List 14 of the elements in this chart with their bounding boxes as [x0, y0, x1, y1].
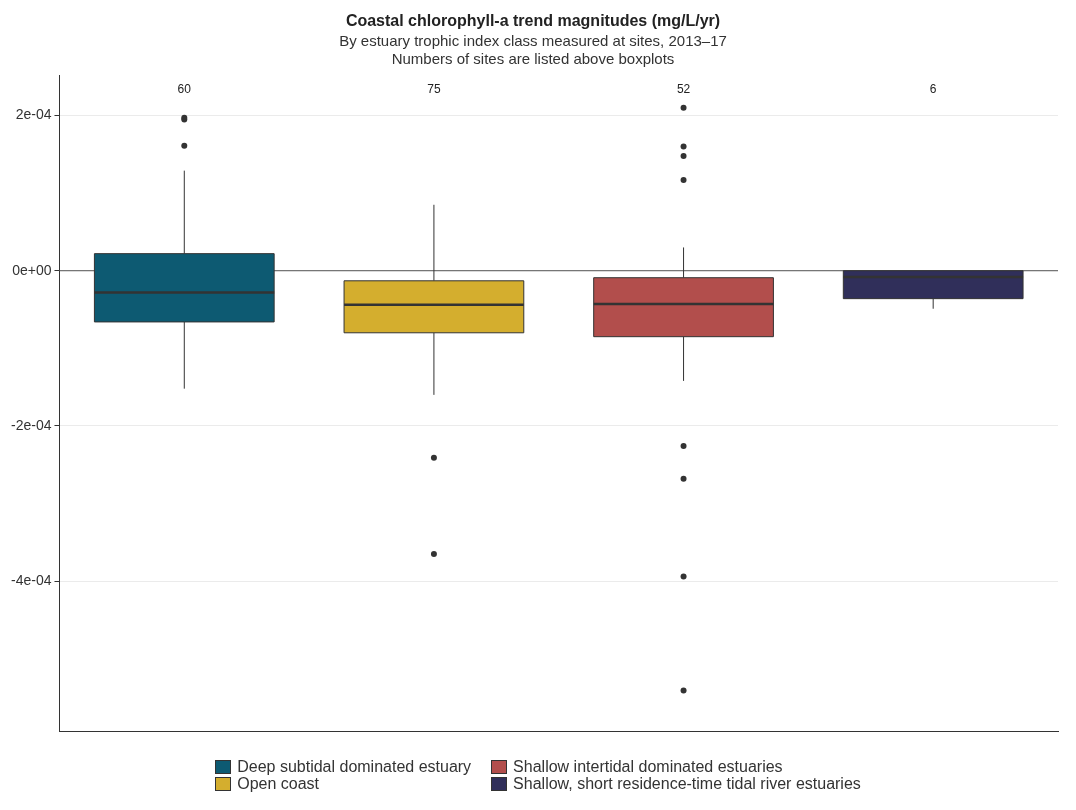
- y-tick-label: 2e-04: [15, 106, 52, 123]
- annotation: 52: [676, 81, 691, 96]
- y-tick-label: -2e-04: [11, 416, 52, 433]
- legend-label: Shallow, short residence-time tidal river estuaries: [513, 775, 861, 792]
- legend-label: Deep subtidal dominated estuary: [237, 758, 472, 775]
- chart-subtitle: By estuary trophic index class measured at sites, 2013–17 Numbers of sites are listed above boxplots: [339, 32, 727, 68]
- legend-label: Shallow intertidal dominated estuaries: [513, 758, 783, 775]
- legend-label: Open coast: [237, 775, 320, 792]
- annotation: 6: [929, 81, 937, 96]
- annotation: 75: [427, 81, 441, 96]
- annotation: 60: [177, 81, 192, 96]
- y-tick-label: -4e-04: [11, 571, 52, 588]
- chart-title: Coastal chlorophyll-a trend magnitudes (mg/L/yr): [345, 12, 721, 30]
- y-tick-label: 0e+00: [12, 261, 52, 278]
